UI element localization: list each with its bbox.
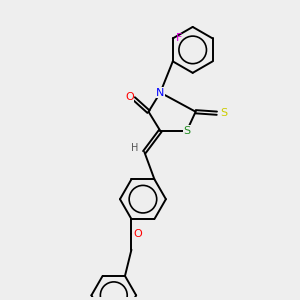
Text: O: O: [125, 92, 134, 102]
Text: F: F: [176, 33, 182, 43]
Text: N: N: [156, 88, 164, 98]
Text: S: S: [183, 126, 190, 136]
Text: S: S: [220, 108, 227, 118]
Text: O: O: [133, 230, 142, 239]
Text: H: H: [131, 142, 139, 153]
